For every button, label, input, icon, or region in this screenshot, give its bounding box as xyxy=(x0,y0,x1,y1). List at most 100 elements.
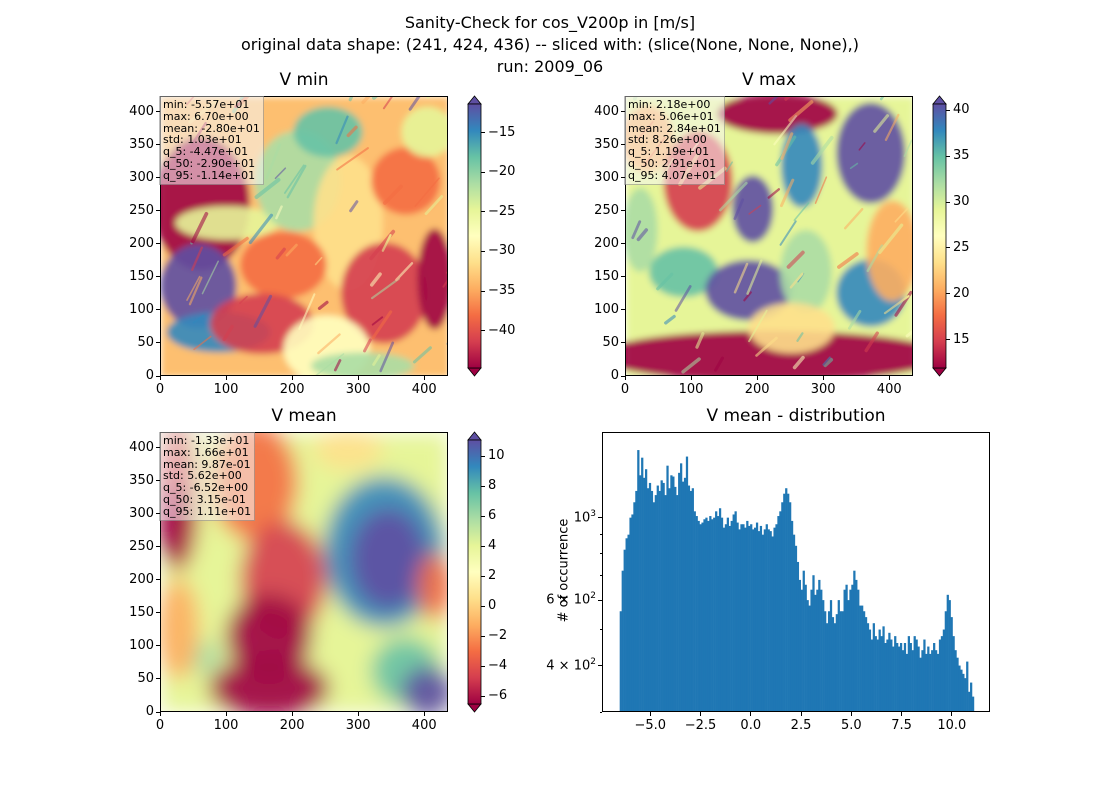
histogram-bar xyxy=(658,490,661,712)
stats-box: min: -5.57e+01 max: 6.70e+00 mean: -2.80e+… xyxy=(159,96,264,185)
y-tick-base: 10 xyxy=(573,509,591,525)
colorbar-tick xyxy=(481,132,485,134)
histogram-bar xyxy=(824,611,827,712)
histogram-bar xyxy=(899,643,903,712)
histogram-bar xyxy=(934,650,938,712)
histogram-bar xyxy=(625,538,628,712)
histogram-bar xyxy=(837,600,840,712)
x-tick-label: 400 xyxy=(411,718,437,733)
y-tick-label: 0 xyxy=(145,704,154,719)
histogram-bar xyxy=(646,488,650,712)
histogram-bar xyxy=(962,673,965,712)
histogram-bar xyxy=(853,570,856,712)
histogram-bar xyxy=(693,511,696,712)
stats-line: std: 8.26e+00 xyxy=(628,133,707,147)
y-tick-label: 150 xyxy=(594,268,619,284)
histogram-bar xyxy=(631,514,634,712)
histogram-bar xyxy=(705,517,708,712)
x-tick xyxy=(357,376,359,380)
histogram-x-tick-label: −5.0 xyxy=(634,718,667,733)
histogram-bar xyxy=(674,486,677,712)
histogram-bar xyxy=(681,481,685,712)
y-tick-label: 100 xyxy=(129,301,154,317)
histogram-bar xyxy=(841,611,844,712)
histogram-x-tick xyxy=(750,712,752,716)
colorbar-tick-label: 15 xyxy=(953,331,970,347)
histogram-bar xyxy=(709,516,712,712)
histogram-y-tick xyxy=(598,665,602,667)
y-tick-label: 50 xyxy=(137,334,154,350)
colorbar-tick-label: −25 xyxy=(488,203,516,219)
histogram-bar xyxy=(687,485,691,712)
colorbar-tick-label: 8 xyxy=(488,478,497,494)
figure-title-line1: Sanity-Check for cos_V200p in [m/s] xyxy=(404,13,696,32)
x-tick xyxy=(423,712,425,716)
histogram-y-minor-tick xyxy=(600,553,602,555)
histogram-bar xyxy=(971,696,975,712)
histogram-bar xyxy=(827,611,831,712)
histogram-bar xyxy=(633,502,636,712)
y-tick-label: 100 xyxy=(129,637,154,653)
colorbar-tick xyxy=(946,293,950,295)
histogram-bar xyxy=(773,527,776,712)
histogram-bar xyxy=(621,570,624,712)
histogram-bar xyxy=(911,650,914,712)
histogram-x-tick xyxy=(649,712,651,716)
histogram-bar xyxy=(623,549,626,712)
histogram-bar xyxy=(810,589,813,712)
figure-title-line3: run: 2009_06 xyxy=(496,57,604,76)
y-tick-label: 400 xyxy=(129,439,154,455)
y-tick xyxy=(156,309,160,311)
histogram-bar xyxy=(742,524,745,712)
histogram-bar xyxy=(954,650,957,712)
y-tick xyxy=(621,111,625,113)
colorbar-tick-label: 35 xyxy=(953,148,970,164)
histogram-y-tick xyxy=(598,517,602,519)
histogram-bar xyxy=(956,657,959,712)
histogram-bar xyxy=(722,527,726,712)
histogram-bar xyxy=(724,524,728,712)
histogram-bar xyxy=(833,623,837,712)
y-tick-label: 300 xyxy=(129,169,154,185)
y-tick-label: 250 xyxy=(594,202,619,218)
histogram-frame xyxy=(602,432,990,712)
colorbar-tick xyxy=(481,575,485,577)
histogram-bar xyxy=(676,495,679,712)
x-tick-label: 0 xyxy=(155,718,165,733)
histogram-bar xyxy=(948,600,951,712)
stats-line: q_5: -4.47e+01 xyxy=(163,145,249,159)
histogram-bar xyxy=(798,579,801,712)
histogram-bar xyxy=(917,646,920,712)
histogram-bar xyxy=(678,472,681,712)
histogram-bar xyxy=(884,643,887,712)
histogram-bar xyxy=(800,589,803,712)
x-tick xyxy=(225,376,227,380)
plot-title: V mean xyxy=(271,406,337,426)
histogram-bar xyxy=(736,522,739,712)
y-tick xyxy=(621,177,625,179)
histogram-bar xyxy=(765,524,768,712)
histogram-bar xyxy=(662,482,665,712)
colorbar-tick-label: 30 xyxy=(953,194,970,210)
y-tick-base: 10 xyxy=(573,592,591,608)
histogram-bar xyxy=(781,502,784,712)
colorbar-tick-label: −20 xyxy=(488,164,516,180)
histogram-bar xyxy=(822,600,825,712)
histogram-y-minor-tick xyxy=(600,629,602,631)
x-tick-label: 400 xyxy=(411,382,437,397)
histogram-bar xyxy=(894,636,897,712)
stats-line: q_50: 2.91e+01 xyxy=(628,156,717,170)
y-tick xyxy=(156,678,160,680)
y-tick-label: 100 xyxy=(594,301,619,317)
histogram-bar xyxy=(746,520,749,712)
histogram-bar xyxy=(794,545,798,712)
histogram-x-tick xyxy=(901,712,903,716)
x-tick xyxy=(822,376,824,380)
x-tick-label: 0 xyxy=(155,382,165,397)
histogram-bar xyxy=(874,636,877,712)
histogram-bar xyxy=(761,534,765,712)
colorbar-tick xyxy=(481,665,485,667)
colorbar-tick xyxy=(946,247,950,249)
histogram-bar xyxy=(748,525,751,712)
colorbar xyxy=(467,431,482,713)
